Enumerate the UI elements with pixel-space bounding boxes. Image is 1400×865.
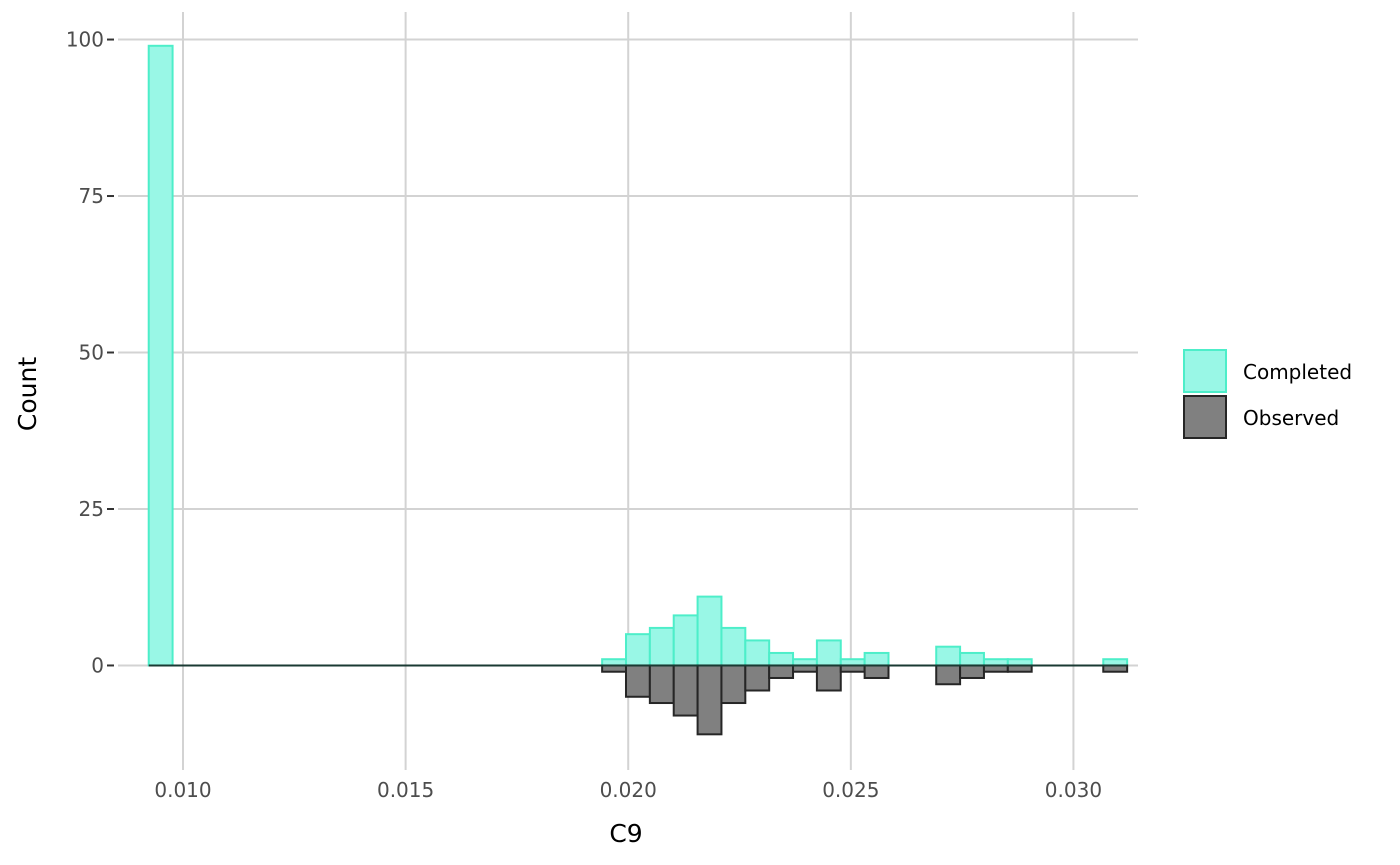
- bar-observed: [624, 664, 651, 698]
- bar-observed: [815, 664, 842, 692]
- bar-observed: [672, 664, 699, 717]
- bar-observed: [935, 664, 962, 686]
- bar-completed: [744, 639, 771, 667]
- bar-completed: [696, 595, 723, 667]
- y-tick-label: 50: [79, 341, 104, 365]
- bar-completed: [768, 651, 795, 667]
- bar-completed: [648, 626, 675, 667]
- y-tick-label: 0: [91, 653, 104, 677]
- legend-key-observed: [1183, 395, 1227, 439]
- bar-observed: [959, 664, 985, 679]
- bar-observed: [863, 664, 890, 679]
- y-axis-title: Count: [13, 357, 42, 431]
- legend-key-completed: [1183, 349, 1227, 393]
- y-tick-label: 75: [79, 184, 104, 208]
- legend: Completed Observed: [1183, 349, 1352, 439]
- x-axis-title: C9: [609, 819, 642, 848]
- bar-completed: [815, 639, 842, 667]
- x-tick-label: 0.010: [154, 778, 211, 802]
- bar-observed: [696, 664, 723, 736]
- bar-completed: [672, 614, 699, 667]
- bar-completed: [935, 645, 962, 667]
- bar-observed: [768, 664, 795, 679]
- bar-completed: [863, 651, 890, 667]
- bar-completed: [624, 633, 651, 667]
- bar-observed: [648, 664, 675, 705]
- bar-observed: [744, 664, 771, 692]
- bar-completed: [720, 626, 747, 667]
- axes: 0.010 0.015 0.020 0.025 0.030 0 25 50 75 100: [66, 28, 1102, 802]
- bar-completed: [959, 651, 985, 667]
- bar-observed: [720, 664, 747, 705]
- x-tick-label: 0.030: [1045, 778, 1102, 802]
- legend-label-completed: Completed: [1243, 360, 1352, 384]
- histogram-bars: [147, 44, 1129, 736]
- x-tick-label: 0.015: [377, 778, 434, 802]
- y-tick-label: 25: [79, 497, 104, 521]
- x-tick-label: 0.020: [600, 778, 657, 802]
- y-tick-label: 100: [66, 28, 104, 52]
- bar-completed: [147, 44, 174, 667]
- legend-label-observed: Observed: [1243, 406, 1339, 430]
- x-tick-label: 0.025: [822, 778, 879, 802]
